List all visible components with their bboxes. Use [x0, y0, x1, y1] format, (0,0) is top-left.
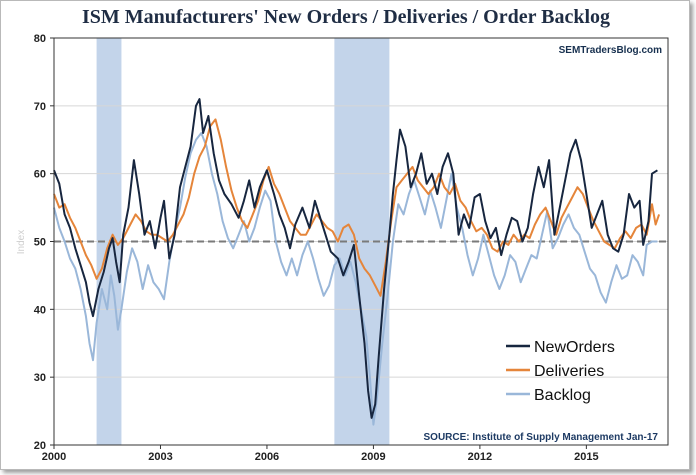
series-lines: [53, 98, 661, 426]
y-tick-label-60: 60: [34, 169, 46, 181]
source-note: SOURCE: Institute of Supply Management J…: [424, 432, 659, 443]
x-tick-label-2009: 2009: [361, 451, 385, 463]
legend-label-backlog: Backlog: [534, 387, 591, 404]
legend: NewOrders Deliveries Backlog: [506, 339, 615, 404]
y-axis-ticks: 20 30 40 50 60 70 80: [34, 33, 54, 452]
chart-title: ISM Manufacturers' New Orders / Deliveri…: [81, 6, 611, 28]
y-tick-label-70: 70: [34, 101, 46, 113]
series-line-backlog: [53, 132, 658, 426]
x-tick-label-2006: 2006: [255, 451, 279, 463]
x-tick-label-2000: 2000: [42, 451, 66, 463]
y-axis-label: Index: [16, 230, 27, 254]
y-tick-label-50: 50: [34, 237, 46, 249]
legend-label-neworders: NewOrders: [534, 339, 615, 356]
x-tick-label-2015: 2015: [574, 451, 598, 463]
x-tick-label-2003: 2003: [148, 451, 172, 463]
watermark: SEMTradersBlog.com: [559, 45, 662, 56]
y-tick-label-30: 30: [34, 372, 46, 384]
series-line-neworders: [53, 98, 658, 419]
x-tick-label-2012: 2012: [468, 451, 492, 463]
y-tick-label-20: 20: [34, 440, 46, 452]
y-tick-label-40: 40: [34, 304, 46, 316]
legend-label-deliveries: Deliveries: [534, 363, 604, 380]
y-tick-label-80: 80: [34, 33, 46, 45]
x-axis-ticks: 2000 2003 2006 2009 2012 2015: [42, 445, 599, 463]
